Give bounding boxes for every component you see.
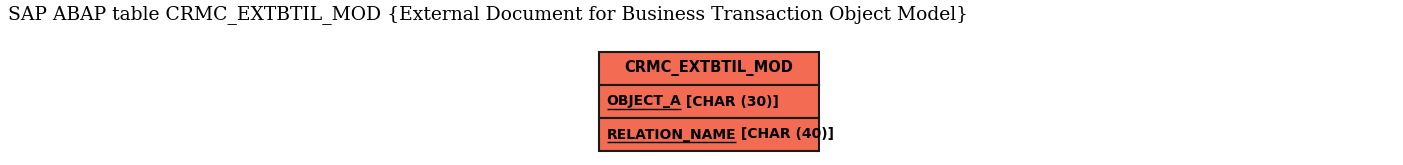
Text: [CHAR (40)]: [CHAR (40)]	[737, 128, 835, 142]
Text: OBJECT_A: OBJECT_A	[606, 95, 682, 109]
Text: [CHAR (30)]: [CHAR (30)]	[682, 95, 779, 109]
Bar	[599, 52, 818, 85]
Text: CRMC_EXTBTIL_MOD: CRMC_EXTBTIL_MOD	[624, 61, 793, 77]
Bar	[599, 118, 818, 151]
Text: SAP ABAP table CRMC_EXTBTIL_MOD {External Document for Business Transaction Obje: SAP ABAP table CRMC_EXTBTIL_MOD {Externa…	[8, 5, 968, 24]
Bar	[599, 85, 818, 118]
Text: RELATION_NAME: RELATION_NAME	[606, 128, 737, 142]
